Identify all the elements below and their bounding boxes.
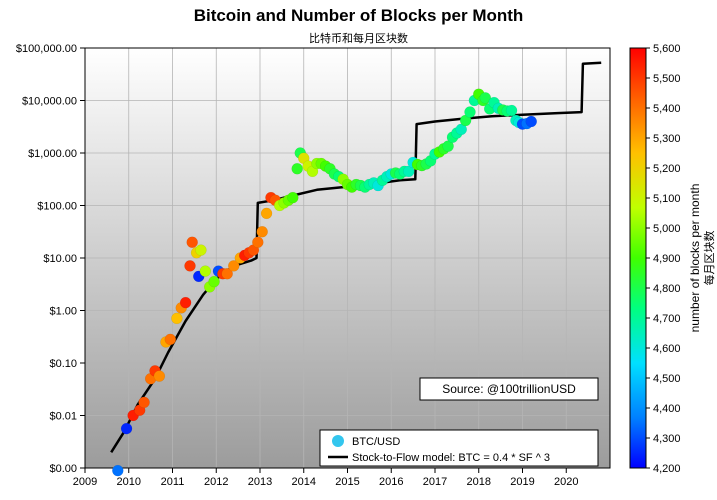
y-tick-label: $1,000.00 — [28, 148, 77, 160]
scatter-point — [185, 260, 196, 271]
scatter-point — [200, 266, 211, 277]
scatter-point — [209, 276, 220, 287]
x-tick-label: 2015 — [335, 476, 359, 488]
legend-scatter-label: BTC/USD — [352, 436, 400, 448]
scatter-point — [171, 313, 182, 324]
colorbar-tick-label: 5,100 — [653, 193, 681, 205]
y-tick-label: $0.00 — [49, 463, 77, 475]
y-tick-label: $10,000.00 — [22, 96, 77, 108]
scatter-point — [526, 116, 537, 127]
scatter-point — [112, 465, 123, 476]
colorbar-tick-label: 5,000 — [653, 223, 681, 235]
x-tick-label: 2018 — [467, 476, 491, 488]
colorbar-tick-label: 5,500 — [653, 73, 681, 85]
scatter-point — [165, 334, 176, 345]
x-tick-label: 2019 — [510, 476, 534, 488]
x-tick-label: 2020 — [554, 476, 578, 488]
x-tick-label: 2013 — [248, 476, 272, 488]
colorbar-tick-label: 4,500 — [653, 373, 681, 385]
x-tick-label: 2010 — [117, 476, 141, 488]
scatter-point — [292, 163, 303, 174]
colorbar-tick-label: 4,400 — [653, 403, 681, 415]
scatter-point — [261, 208, 272, 219]
x-tick-label: 2009 — [73, 476, 97, 488]
y-tick-label: $0.10 — [49, 358, 77, 370]
colorbar-tick-label: 4,300 — [653, 433, 681, 445]
colorbar-tick-label: 4,800 — [653, 283, 681, 295]
y-tick-label: $10.00 — [43, 253, 77, 265]
chart-svg: 2009 2010 2011 2012 2013 2014 2015 2016 2017 2018… — [0, 0, 717, 500]
scatter-point — [506, 105, 517, 116]
scatter-point — [187, 237, 198, 248]
source-text: Source: @100trillionUSD — [442, 382, 576, 396]
scatter-point — [180, 297, 191, 308]
colorbar-tick-label: 5,600 — [653, 43, 681, 55]
x-tick-label: 2011 — [161, 476, 185, 488]
scatter-point — [139, 397, 150, 408]
scatter-point — [154, 371, 165, 382]
y-tick-label: $1.00 — [49, 306, 77, 318]
x-tick-label: 2014 — [292, 476, 316, 488]
colorbar-label-en: number of blocks per month — [688, 184, 702, 333]
colorbar-tick-label: 4,900 — [653, 253, 681, 265]
colorbar-tick-label: 4,600 — [653, 343, 681, 355]
legend-line-label: Stock-to-Flow model: BTC = 0.4 * SF ^ 3 — [352, 452, 550, 464]
scatter-point — [195, 245, 206, 256]
y-tick-label: $100.00 — [37, 201, 77, 213]
scatter-point — [257, 226, 268, 237]
scatter-point — [121, 423, 132, 434]
y-tick-label: $0.01 — [49, 411, 77, 423]
scatter-point — [252, 237, 263, 248]
x-tick-label: 2012 — [204, 476, 228, 488]
colorbar-tick-label: 5,400 — [653, 103, 681, 115]
y-tick-label: $100,000.00 — [16, 43, 77, 55]
x-tick-label: 2017 — [423, 476, 447, 488]
colorbar-tick-label: 4,200 — [653, 463, 681, 475]
scatter-point — [287, 192, 298, 203]
legend-dot-icon — [332, 435, 344, 447]
colorbar — [630, 48, 646, 468]
colorbar-label-zh: 每月区块数 — [702, 231, 716, 286]
scatter-point — [465, 107, 476, 118]
bitcoin-s2f-chart: Bitcoin and Number of Blocks per Month 比… — [0, 0, 717, 500]
colorbar-tick-label: 4,700 — [653, 313, 681, 325]
x-tick-label: 2016 — [379, 476, 403, 488]
colorbar-tick-label: 5,200 — [653, 163, 681, 175]
colorbar-tick-label: 5,300 — [653, 133, 681, 145]
